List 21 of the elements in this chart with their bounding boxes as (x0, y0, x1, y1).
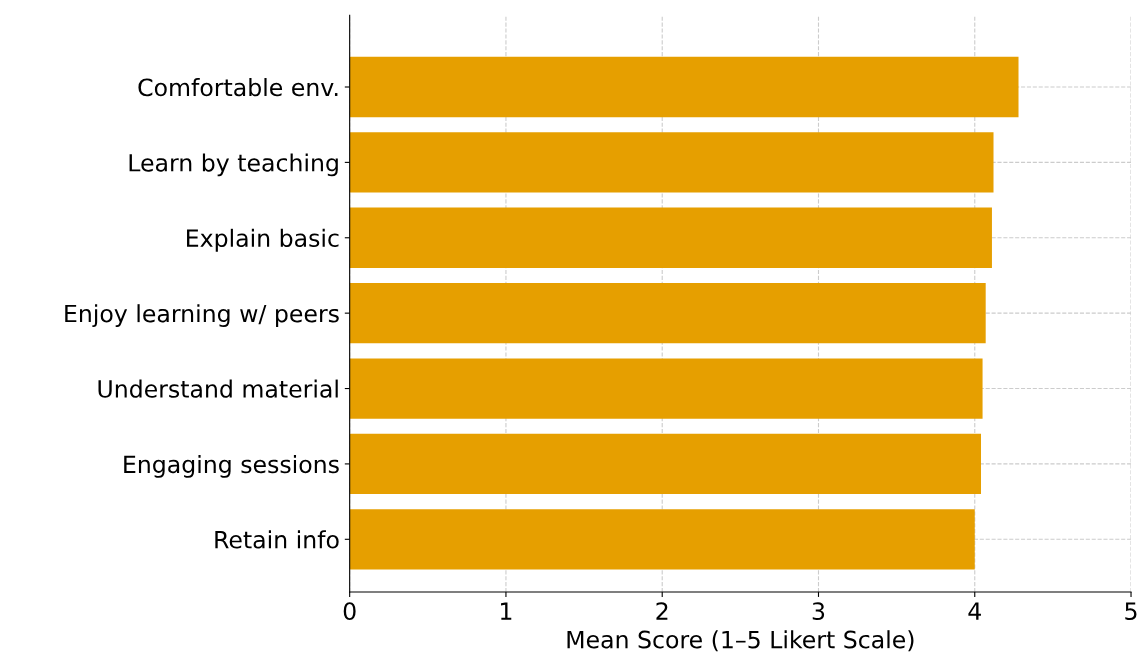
bar (349, 207, 992, 268)
y-tick-label: Enjoy learning w/ peers (65, 304, 339, 328)
x-tick-label: 3 (812, 602, 825, 621)
bar (349, 433, 982, 495)
x-tick-label: 2 (656, 602, 668, 620)
y-tick-label: Engaging sessions (124, 454, 339, 478)
bar (349, 283, 986, 344)
x-tick-label: 1 (501, 602, 512, 620)
y-tick-label: Understand material (98, 379, 338, 398)
bar (349, 358, 983, 419)
y-tick-label: Explain basic (187, 228, 339, 252)
y-tick-label: Retain info (215, 530, 339, 549)
x-tick-label: 0 (343, 602, 356, 621)
x-tick-label: 5 (1125, 602, 1137, 621)
bar (349, 509, 975, 570)
y-tick-label: Comfortable env. (138, 78, 338, 97)
bar (349, 56, 1019, 118)
x-tick-label: 4 (968, 602, 981, 620)
y-tick-label: Learn by teaching (129, 153, 338, 177)
bar (349, 132, 994, 193)
x-axis-title: Mean Score (1–5 Likert Scale) (567, 630, 914, 652)
